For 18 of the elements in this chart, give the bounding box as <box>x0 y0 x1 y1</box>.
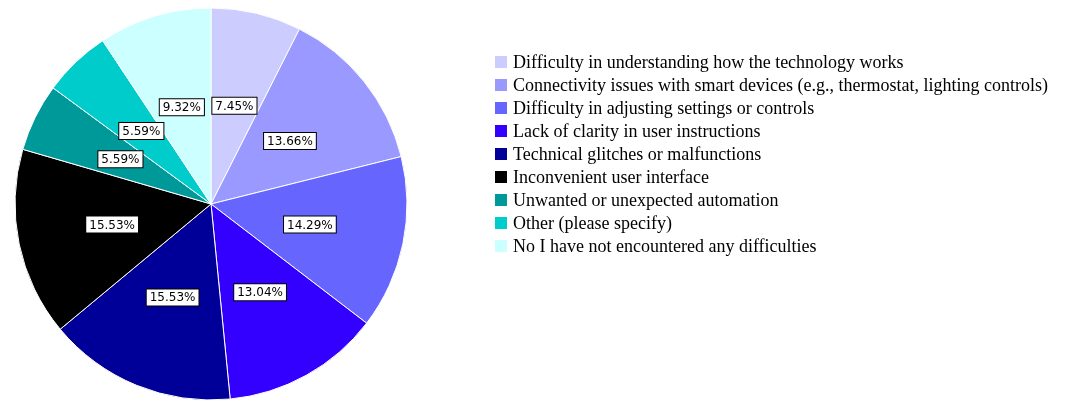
legend-label: Difficulty in understanding how the technology works <box>513 52 904 72</box>
data-label: 9.32% <box>162 100 201 115</box>
legend-label: Lack of clarity in user instructions <box>513 121 761 141</box>
data-label: 13.66% <box>267 134 313 148</box>
legend-label: Connectivity issues with smart devices (e.g., thermostat, lighting controls) <box>513 75 1048 96</box>
legend-label: No I have not encountered any difficulties <box>513 236 817 256</box>
data-label: 15.53% <box>89 217 135 232</box>
legend-label: Inconvenient user interface <box>513 167 709 187</box>
data-label: 5.59% <box>122 123 161 138</box>
legend-label: Difficulty in adjusting settings or controls <box>513 98 815 118</box>
data-label: 7.45% <box>215 98 254 113</box>
data-label: 13.04% <box>237 285 283 300</box>
data-label: 15.53% <box>149 290 196 305</box>
legend-label: Technical glitches or malfunctions <box>513 144 762 164</box>
legend-label: Unwanted or unexpected automation <box>513 190 779 210</box>
legend-label: Other (please specify) <box>513 213 672 234</box>
data-label: 14.29% <box>287 217 333 232</box>
data-label: 5.59% <box>101 152 140 167</box>
